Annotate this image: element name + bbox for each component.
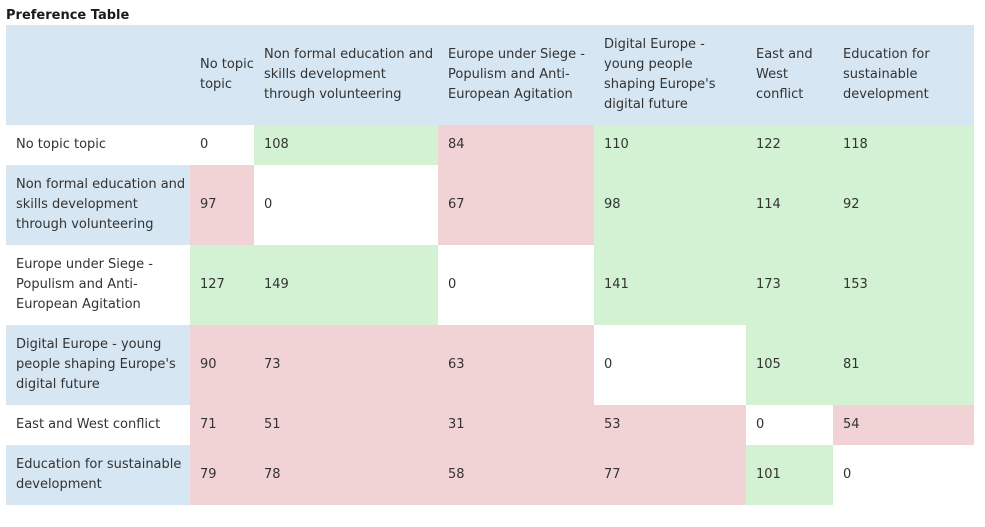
table-row: Digital Europe - young people shaping Eu… — [6, 325, 974, 405]
row-label: Non formal education and skills developm… — [6, 165, 190, 245]
table-cell: 90 — [190, 325, 254, 405]
table-cell: 58 — [438, 445, 594, 505]
table-cell: 78 — [254, 445, 438, 505]
table-cell: 84 — [438, 125, 594, 165]
table-cell: 101 — [746, 445, 833, 505]
preference-table: No topic topic Non formal education and … — [6, 25, 974, 505]
table-row: Non formal education and skills developm… — [6, 165, 974, 245]
table-row: East and West conflict 71 51 31 53 0 54 — [6, 405, 974, 445]
table-cell: 122 — [746, 125, 833, 165]
table-cell: 31 — [438, 405, 594, 445]
table-cell: 81 — [833, 325, 974, 405]
table-cell: 53 — [594, 405, 746, 445]
table-cell: 153 — [833, 245, 974, 325]
row-label: No topic topic — [6, 125, 190, 165]
row-label: Education for sustainable development — [6, 445, 190, 505]
table-row: Europe under Siege - Populism and Anti-E… — [6, 245, 974, 325]
table-cell: 97 — [190, 165, 254, 245]
table-row: No topic topic 0 108 84 110 122 118 — [6, 125, 974, 165]
table-cell: 92 — [833, 165, 974, 245]
table-cell: 77 — [594, 445, 746, 505]
table-cell: 0 — [190, 125, 254, 165]
table-cell: 0 — [833, 445, 974, 505]
row-label: Europe under Siege - Populism and Anti-E… — [6, 245, 190, 325]
column-header: No topic topic — [190, 25, 254, 125]
row-label: Digital Europe - young people shaping Eu… — [6, 325, 190, 405]
row-label: East and West conflict — [6, 405, 190, 445]
table-cell: 98 — [594, 165, 746, 245]
column-header: Education for sustainable development — [833, 25, 974, 125]
column-header — [6, 25, 190, 125]
column-header: Digital Europe - young people shaping Eu… — [594, 25, 746, 125]
table-cell: 149 — [254, 245, 438, 325]
column-header: Europe under Siege - Populism and Anti-E… — [438, 25, 594, 125]
table-cell: 118 — [833, 125, 974, 165]
table-cell: 105 — [746, 325, 833, 405]
table-cell: 0 — [438, 245, 594, 325]
column-header: Non formal education and skills developm… — [254, 25, 438, 125]
table-cell: 54 — [833, 405, 974, 445]
column-header: East and West conflict — [746, 25, 833, 125]
table-cell: 0 — [254, 165, 438, 245]
table-cell: 110 — [594, 125, 746, 165]
table-cell: 173 — [746, 245, 833, 325]
table-cell: 114 — [746, 165, 833, 245]
table-cell: 63 — [438, 325, 594, 405]
table-cell: 71 — [190, 405, 254, 445]
table-cell: 0 — [594, 325, 746, 405]
table-cell: 0 — [746, 405, 833, 445]
table-cell: 127 — [190, 245, 254, 325]
table-cell: 67 — [438, 165, 594, 245]
table-cell: 51 — [254, 405, 438, 445]
table-cell: 73 — [254, 325, 438, 405]
page-title: Preference Table — [6, 8, 130, 23]
table-cell: 141 — [594, 245, 746, 325]
table-row: Education for sustainable development 79… — [6, 445, 974, 505]
header-row: No topic topic Non formal education and … — [6, 25, 974, 125]
table-cell: 108 — [254, 125, 438, 165]
table-cell: 79 — [190, 445, 254, 505]
